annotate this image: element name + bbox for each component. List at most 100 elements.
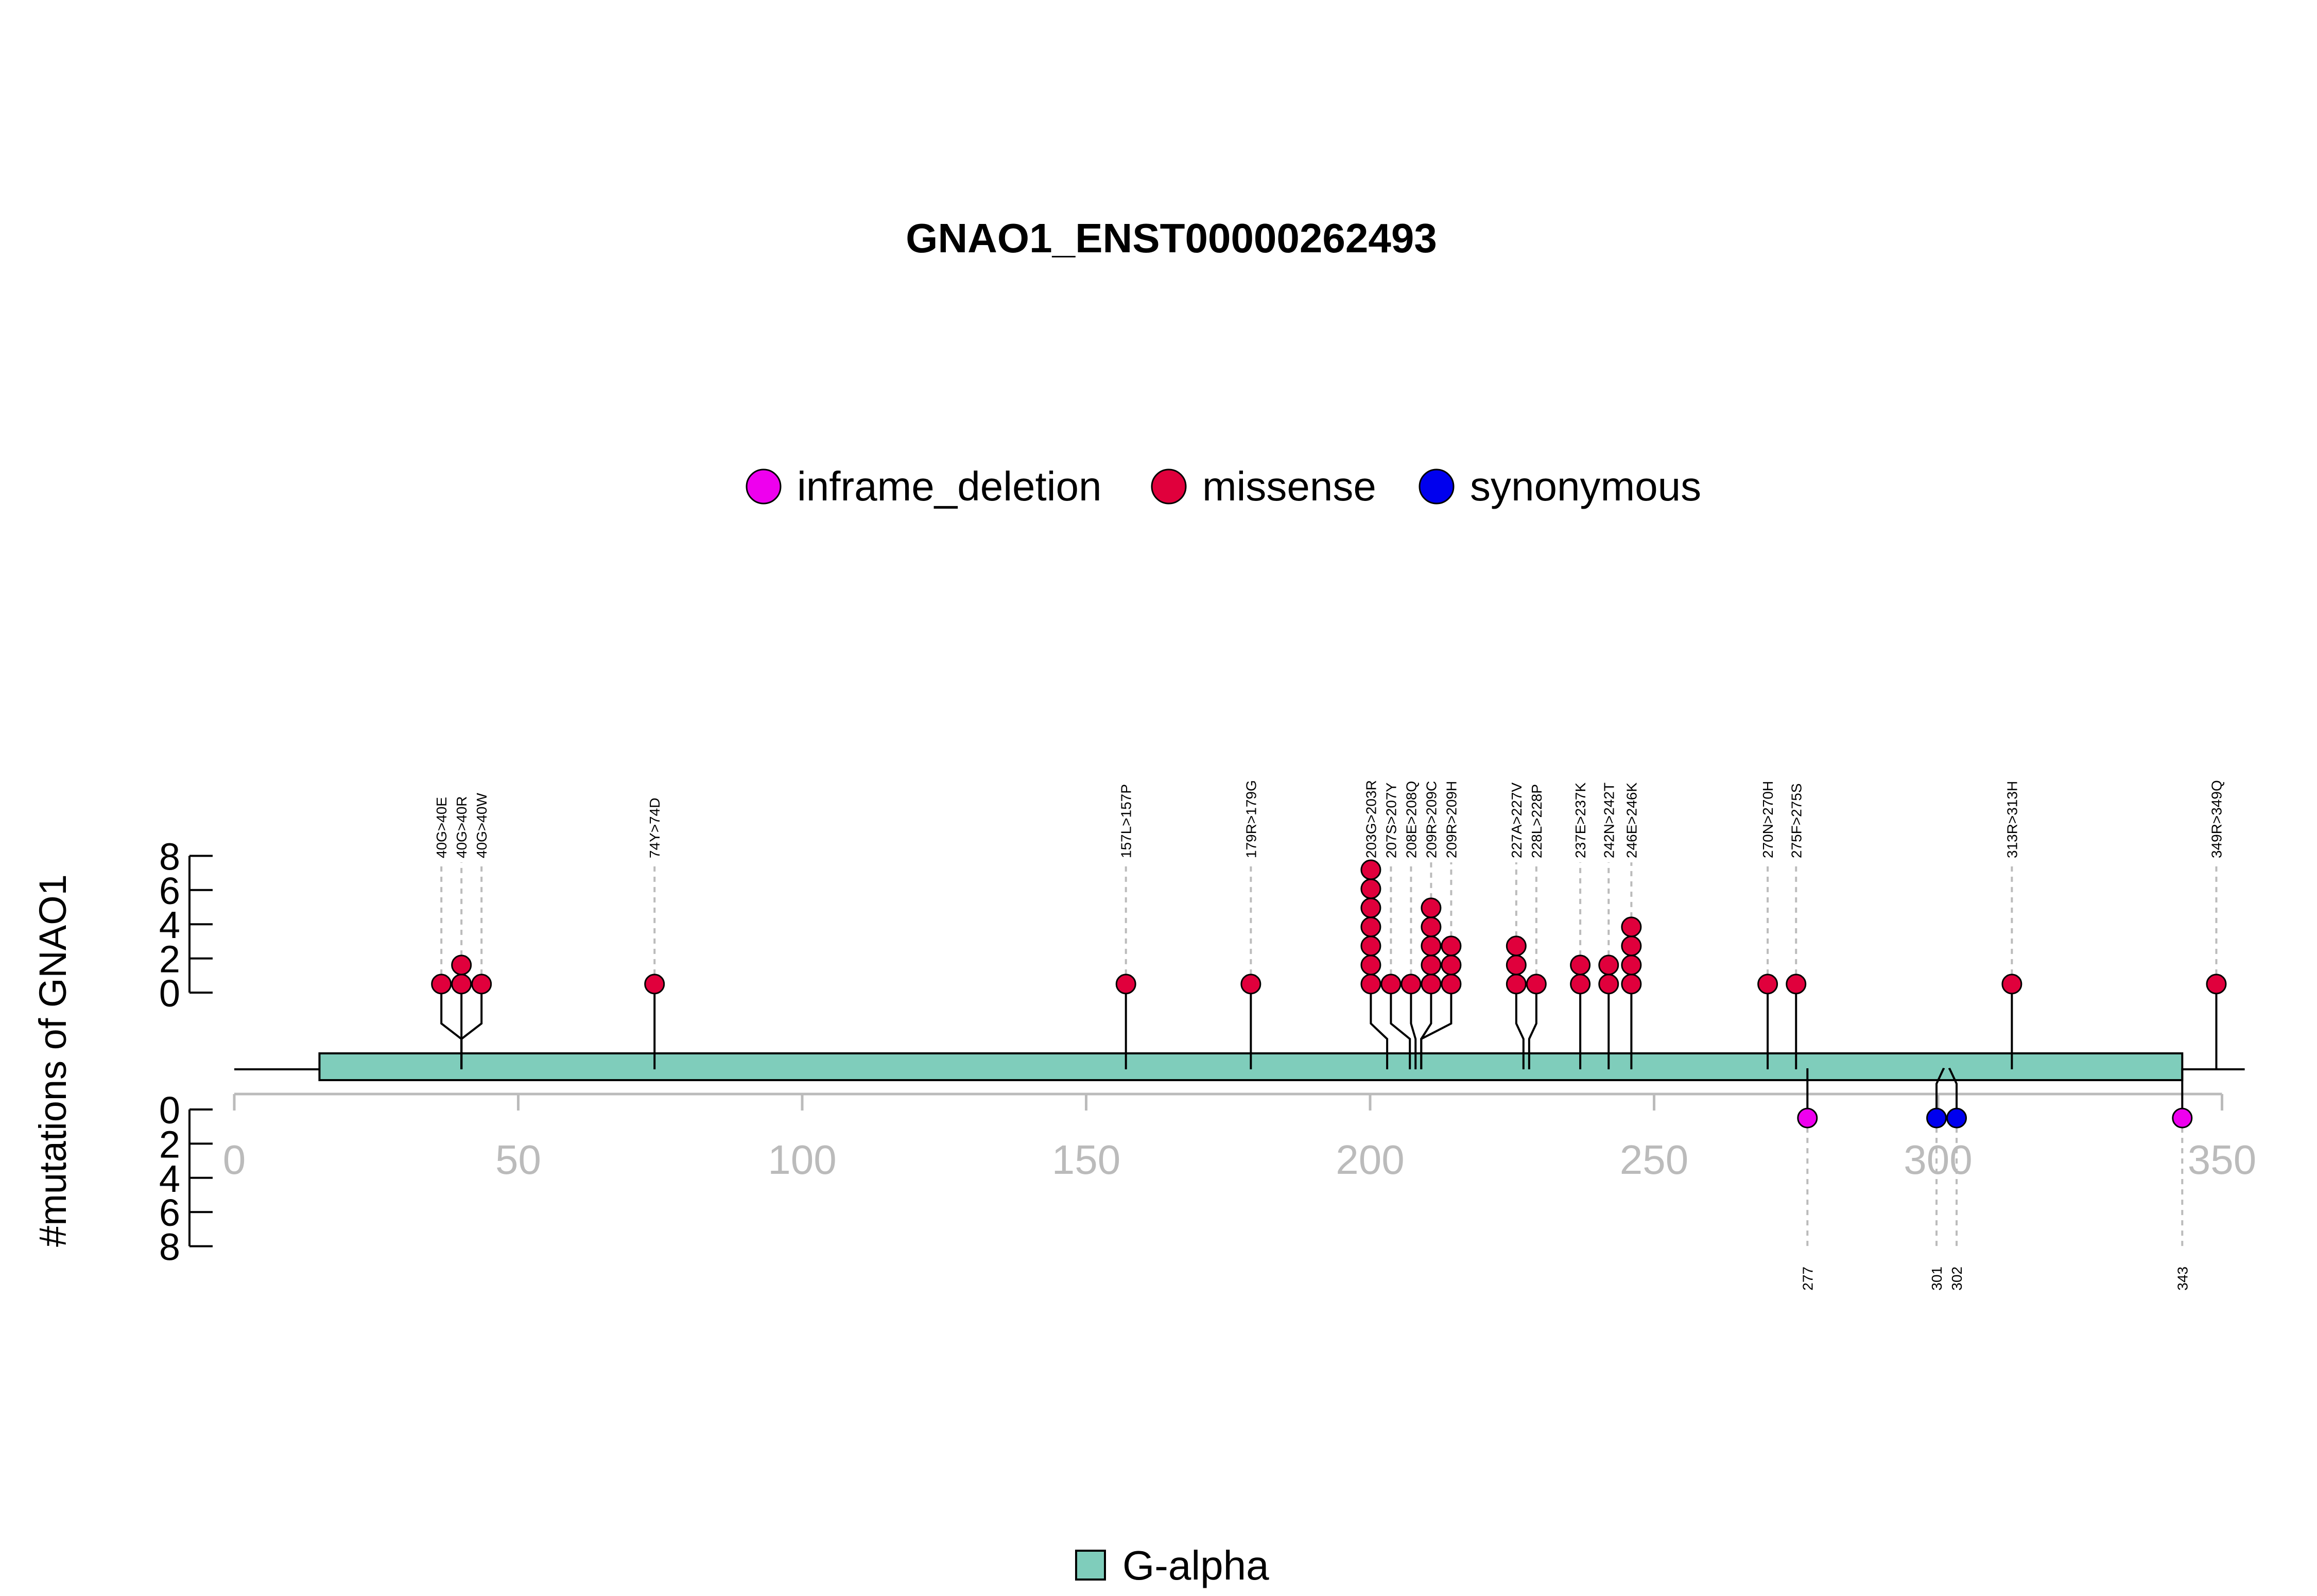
mutation-203G>203R: 203G>203R	[1360, 780, 1389, 1069]
legend-item-inframe_deletion: inframe_deletion	[746, 463, 1101, 509]
mutation-209R>209C: 209R>209C	[1420, 781, 1442, 1069]
mutation-dot	[1598, 974, 1619, 995]
x-tick-label: 50	[495, 1137, 541, 1183]
mutation-157L>157P: 157L>157P	[1115, 784, 1136, 1069]
mutation-dot	[1421, 897, 1442, 918]
y-tick-label: 0	[159, 1089, 180, 1132]
legend-swatch-missense	[1151, 469, 1187, 505]
mutation-dot	[2001, 974, 2022, 995]
mutation-dot	[1441, 955, 1462, 976]
legend-label-synonymous: synonymous	[1470, 463, 1701, 509]
legend-item-synonymous: synonymous	[1419, 463, 1701, 509]
mutation-242N>242T: 242N>242T	[1598, 783, 1619, 1069]
y-tick-label: 4	[159, 1157, 180, 1200]
mutation-313R>313H: 313R>313H	[2001, 781, 2022, 1069]
mutation-label: 237E>237K	[1572, 783, 1588, 858]
mutation-237E>237K: 237E>237K	[1570, 783, 1591, 1069]
x-tick-label: 250	[1620, 1137, 1688, 1183]
mutation-label: 203G>203R	[1363, 780, 1379, 858]
mutation-label: 242N>242T	[1601, 783, 1617, 858]
mutation-label: 270N>270H	[1760, 781, 1776, 858]
domain-legend: G-alpha	[1075, 1542, 1269, 1588]
mutation-dot	[1380, 974, 1402, 995]
mutation-208E>208Q: 208E>208Q	[1400, 781, 1422, 1069]
x-tick-label: 150	[1052, 1137, 1120, 1183]
chart-legend: inframe_deletion missense synonymous	[746, 463, 1701, 509]
mutation-dot	[1621, 935, 1642, 957]
mutation-277: 277	[1797, 1068, 1818, 1291]
mutation-349R>349Q: 349R>349Q	[2206, 780, 2227, 1069]
mutation-stem	[1370, 984, 1389, 1069]
mutation-dot	[2172, 1107, 2193, 1129]
mutation-label: 157L>157P	[1118, 784, 1134, 858]
mutation-label: 207S>207Y	[1383, 783, 1399, 858]
mutation-label: 228L>228P	[1529, 784, 1545, 858]
mutation-dot	[1360, 955, 1381, 976]
domain-track	[234, 1052, 2245, 1081]
mutation-dot	[1621, 955, 1642, 976]
mutation-dot	[1506, 955, 1527, 976]
mutation-dot	[1360, 878, 1381, 899]
mutation-dot	[1598, 955, 1619, 976]
mutation-dot	[1786, 974, 1807, 995]
mutation-label: 301	[1929, 1267, 1945, 1291]
mutation-228L>228P: 228L>228P	[1526, 784, 1547, 1069]
mutation-dot	[1360, 859, 1381, 880]
mutation-dot	[1400, 974, 1422, 995]
mutation-dot	[1360, 974, 1381, 995]
mutation-dot	[1421, 974, 1442, 995]
x-tick-label: 0	[223, 1137, 246, 1183]
mutation-dot	[1506, 974, 1527, 995]
mutation-label: 246E>246K	[1623, 783, 1639, 858]
mutation-dot	[1441, 974, 1462, 995]
y-tick-label: 2	[159, 1123, 180, 1166]
mutation-227A>227V: 227A>227V	[1506, 783, 1527, 1069]
mutation-dot	[1946, 1107, 1967, 1129]
mutation-stem	[460, 984, 483, 1069]
mutation-dot	[1421, 916, 1442, 938]
mutation-label: 40G>40R	[454, 796, 470, 858]
legend-label-missense: missense	[1202, 463, 1376, 509]
legend-label-inframe_deletion: inframe_deletion	[797, 463, 1101, 509]
mutation-dot	[1797, 1107, 1818, 1129]
mutation-label: 209R>209C	[1423, 781, 1439, 858]
y-tick-label: 8	[159, 835, 180, 878]
domain-legend-swatch	[1075, 1550, 1106, 1581]
mutation-stem	[1528, 984, 1537, 1069]
mutation-dot	[1570, 955, 1591, 976]
mutation-label: 313R>313H	[2004, 781, 2020, 858]
mutation-179R>179G: 179R>179G	[1240, 780, 1261, 1069]
x-tick-label: 350	[2188, 1137, 2256, 1183]
y-tick-label: 6	[159, 1191, 180, 1234]
mutation-dot	[1360, 935, 1381, 957]
mutation-label: 302	[1949, 1267, 1965, 1291]
mutation-dot	[1115, 974, 1136, 995]
x-tick-label: 100	[768, 1137, 836, 1183]
mutation-dot	[644, 974, 665, 995]
mutation-40G>40W: 40G>40W	[460, 793, 492, 1069]
mutation-stem	[1390, 984, 1411, 1069]
mutation-dot	[1926, 1107, 1947, 1129]
mutation-stem	[1420, 984, 1453, 1069]
domain-legend-label: G-alpha	[1122, 1542, 1269, 1588]
mutation-label: 40G>40W	[474, 793, 490, 858]
y-tick-label: 2	[159, 938, 180, 981]
x-tick-label: 200	[1336, 1137, 1404, 1183]
mutation-dot	[1421, 935, 1442, 957]
mutation-dot	[1421, 955, 1442, 976]
mutation-dot	[471, 974, 492, 995]
mutation-dot	[451, 955, 472, 976]
mutation-343: 343	[2172, 1068, 2193, 1291]
mutation-label: 40G>40E	[434, 797, 449, 858]
mutation-dot	[1621, 974, 1642, 995]
y-tick-label: 8	[159, 1226, 180, 1269]
mutation-275F>275S: 275F>275S	[1786, 783, 1807, 1069]
bottom-mutations: 277 301 302 343	[1797, 1068, 2193, 1291]
mutation-dot	[1506, 935, 1527, 957]
mutation-dot	[431, 974, 452, 995]
mutation-label: 74Y>74D	[647, 797, 663, 858]
y-axis-label: #mutations of GNAO1	[31, 874, 74, 1247]
mutation-label: 277	[1800, 1267, 1815, 1291]
